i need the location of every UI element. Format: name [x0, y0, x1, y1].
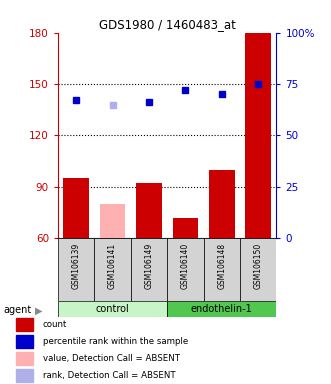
Bar: [240, 238, 276, 301]
Bar: [245, 33, 271, 238]
Text: rank, Detection Call = ABSENT: rank, Detection Call = ABSENT: [43, 371, 175, 380]
Bar: [167, 238, 204, 301]
Text: endothelin-1: endothelin-1: [191, 304, 253, 314]
Bar: [209, 170, 234, 238]
Bar: [173, 217, 198, 238]
Text: count: count: [43, 320, 67, 329]
Text: GSM106141: GSM106141: [108, 243, 117, 289]
Bar: [204, 238, 240, 301]
Bar: [58, 238, 94, 301]
Bar: [16, 318, 33, 331]
Text: GSM106149: GSM106149: [144, 243, 154, 290]
Bar: [58, 301, 167, 317]
Text: agent: agent: [3, 305, 31, 315]
Bar: [16, 369, 33, 382]
Bar: [100, 204, 125, 238]
Bar: [167, 301, 276, 317]
Text: GSM106140: GSM106140: [181, 243, 190, 290]
Text: value, Detection Call = ABSENT: value, Detection Call = ABSENT: [43, 354, 180, 363]
Bar: [131, 238, 167, 301]
Text: GSM106139: GSM106139: [71, 243, 81, 290]
Text: percentile rank within the sample: percentile rank within the sample: [43, 337, 188, 346]
Text: ▶: ▶: [35, 305, 42, 315]
Text: GSM106150: GSM106150: [254, 243, 263, 290]
Title: GDS1980 / 1460483_at: GDS1980 / 1460483_at: [99, 18, 236, 31]
Bar: [94, 238, 131, 301]
Bar: [136, 183, 162, 238]
Text: GSM106148: GSM106148: [217, 243, 226, 289]
Bar: [16, 352, 33, 365]
Bar: [64, 178, 89, 238]
Bar: [16, 335, 33, 348]
Text: control: control: [96, 304, 129, 314]
